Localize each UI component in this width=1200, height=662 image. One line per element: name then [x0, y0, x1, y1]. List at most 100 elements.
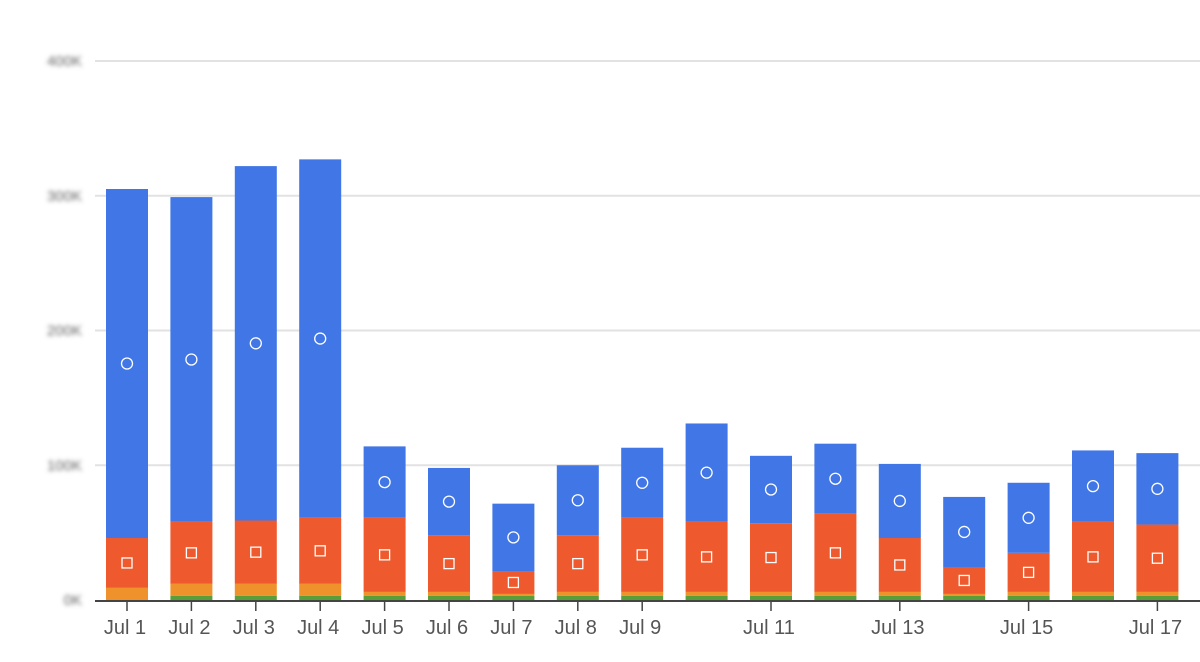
- x-tick-label: Jul 2: [168, 617, 210, 639]
- circle-marker: [314, 332, 327, 345]
- square-marker: [1151, 552, 1164, 564]
- x-tick-label: Jul 4: [297, 617, 339, 639]
- bar-segment-red: [492, 571, 535, 594]
- square-marker: [700, 551, 713, 563]
- bar-segment-green: [621, 595, 664, 600]
- circle-marker: [893, 494, 906, 508]
- bar-segment-orange: [299, 583, 342, 596]
- bar-segment-red: [814, 513, 857, 592]
- bar-segment-orange: [170, 583, 213, 596]
- bar-segment-green: [750, 595, 792, 600]
- bar-segment-red: [1136, 524, 1179, 592]
- x-tick-label: Jul 17: [1129, 617, 1182, 639]
- bar-segment-green: [492, 595, 535, 600]
- bar-segment-blue: [943, 496, 986, 567]
- circle-marker: [378, 475, 391, 489]
- bar-segment-red: [106, 538, 148, 588]
- bar-segment-blue: [750, 455, 792, 524]
- square-marker: [636, 549, 648, 561]
- x-tick-label: Jul 6: [426, 617, 468, 639]
- x-tick-label: Jul 7: [490, 617, 532, 639]
- bar-segment-red: [428, 535, 470, 592]
- square-marker: [507, 576, 520, 589]
- bar-segment-green: [1007, 595, 1050, 600]
- bar-segment-orange: [814, 591, 857, 596]
- bar-segment-green: [234, 595, 277, 600]
- bar-segment-green: [556, 595, 599, 600]
- bar-segment-orange: [943, 593, 986, 596]
- bar-segment-blue: [621, 447, 664, 518]
- square-marker: [894, 559, 906, 571]
- circle-marker: [185, 353, 198, 366]
- x-tick-label: Jul 1: [104, 617, 146, 639]
- square-marker: [378, 549, 391, 561]
- y-tick-label: 200K: [47, 323, 82, 340]
- bar-segment-red: [299, 517, 342, 584]
- circle-marker: [829, 472, 842, 485]
- bar-segment-orange: [685, 591, 728, 596]
- bar-segment-orange: [878, 591, 921, 596]
- x-tick-label: Jul 5: [361, 617, 403, 639]
- bar-segment-green: [363, 595, 406, 600]
- bar-segment-orange: [363, 591, 406, 596]
- bar-segment-green: [299, 595, 342, 600]
- bar-segment-blue: [170, 197, 213, 522]
- bar-segment-orange: [492, 593, 535, 596]
- bar-segment-orange: [621, 591, 664, 596]
- bars: [106, 159, 1179, 600]
- circle-marker: [764, 483, 778, 496]
- bar-segment-red: [878, 538, 921, 592]
- x-tick-label: Jul 8: [555, 617, 597, 639]
- bar-segment-orange: [556, 591, 599, 596]
- x-axis-labels: Jul 1 Jul 2 Jul 3 Jul 4 Jul 5 Jul 6 Jul 7 Jul 8…: [104, 617, 1182, 639]
- circle-marker: [1086, 479, 1100, 493]
- square-marker: [250, 546, 262, 558]
- bar-segment-blue: [1136, 453, 1179, 525]
- x-tick-label: Jul 9: [619, 617, 661, 639]
- bar-segment-red: [1007, 552, 1050, 592]
- bar-segment-orange: [1007, 591, 1050, 596]
- bar-segment-orange: [1072, 591, 1114, 596]
- circle-marker: [120, 357, 134, 370]
- y-tick-label: 400K: [47, 53, 82, 70]
- bar-segment-green: [1136, 595, 1179, 600]
- bar-segment-orange: [234, 583, 277, 596]
- bar-segment-red: [1072, 521, 1114, 592]
- square-marker: [314, 545, 326, 557]
- square-marker: [185, 547, 198, 559]
- bar-segment-blue: [363, 446, 406, 518]
- circle-marker: [700, 466, 713, 479]
- y-axis-labels: 0K 100K 200K 300K 400K: [47, 53, 82, 609]
- bar-segment-orange: [428, 591, 470, 596]
- circle-marker: [636, 476, 649, 489]
- square-marker: [829, 547, 842, 559]
- bar-segment-orange: [750, 591, 792, 596]
- y-tick-label: 0K: [64, 592, 82, 609]
- x-tick-label: Jul 11: [743, 617, 795, 639]
- bar-segment-red: [556, 535, 599, 592]
- circle-marker: [1022, 511, 1035, 524]
- square-marker: [121, 557, 133, 569]
- square-marker: [1022, 566, 1035, 579]
- y-tick-label: 300K: [47, 188, 82, 205]
- bar-segment-red: [685, 521, 728, 592]
- bar-segment-red: [621, 517, 664, 592]
- bar-segment-green: [428, 595, 470, 600]
- square-marker: [958, 574, 970, 587]
- bar-segment-green: [1072, 595, 1114, 600]
- bar-segment-red: [750, 523, 792, 592]
- bar-segment-orange: [1136, 591, 1179, 596]
- square-marker: [1087, 551, 1099, 563]
- bar-segment-blue: [428, 467, 470, 536]
- bar-segment-orange: [106, 587, 148, 600]
- bar-segment-blue: [1072, 450, 1114, 522]
- bar-segment-green: [685, 595, 728, 600]
- x-axis: [95, 600, 1200, 611]
- bar-segment-green: [878, 595, 921, 600]
- bar-segment-red: [943, 566, 986, 594]
- bar-segment-blue: [685, 423, 728, 522]
- bar-segment-green: [943, 595, 986, 600]
- bar-segment-red: [363, 517, 406, 592]
